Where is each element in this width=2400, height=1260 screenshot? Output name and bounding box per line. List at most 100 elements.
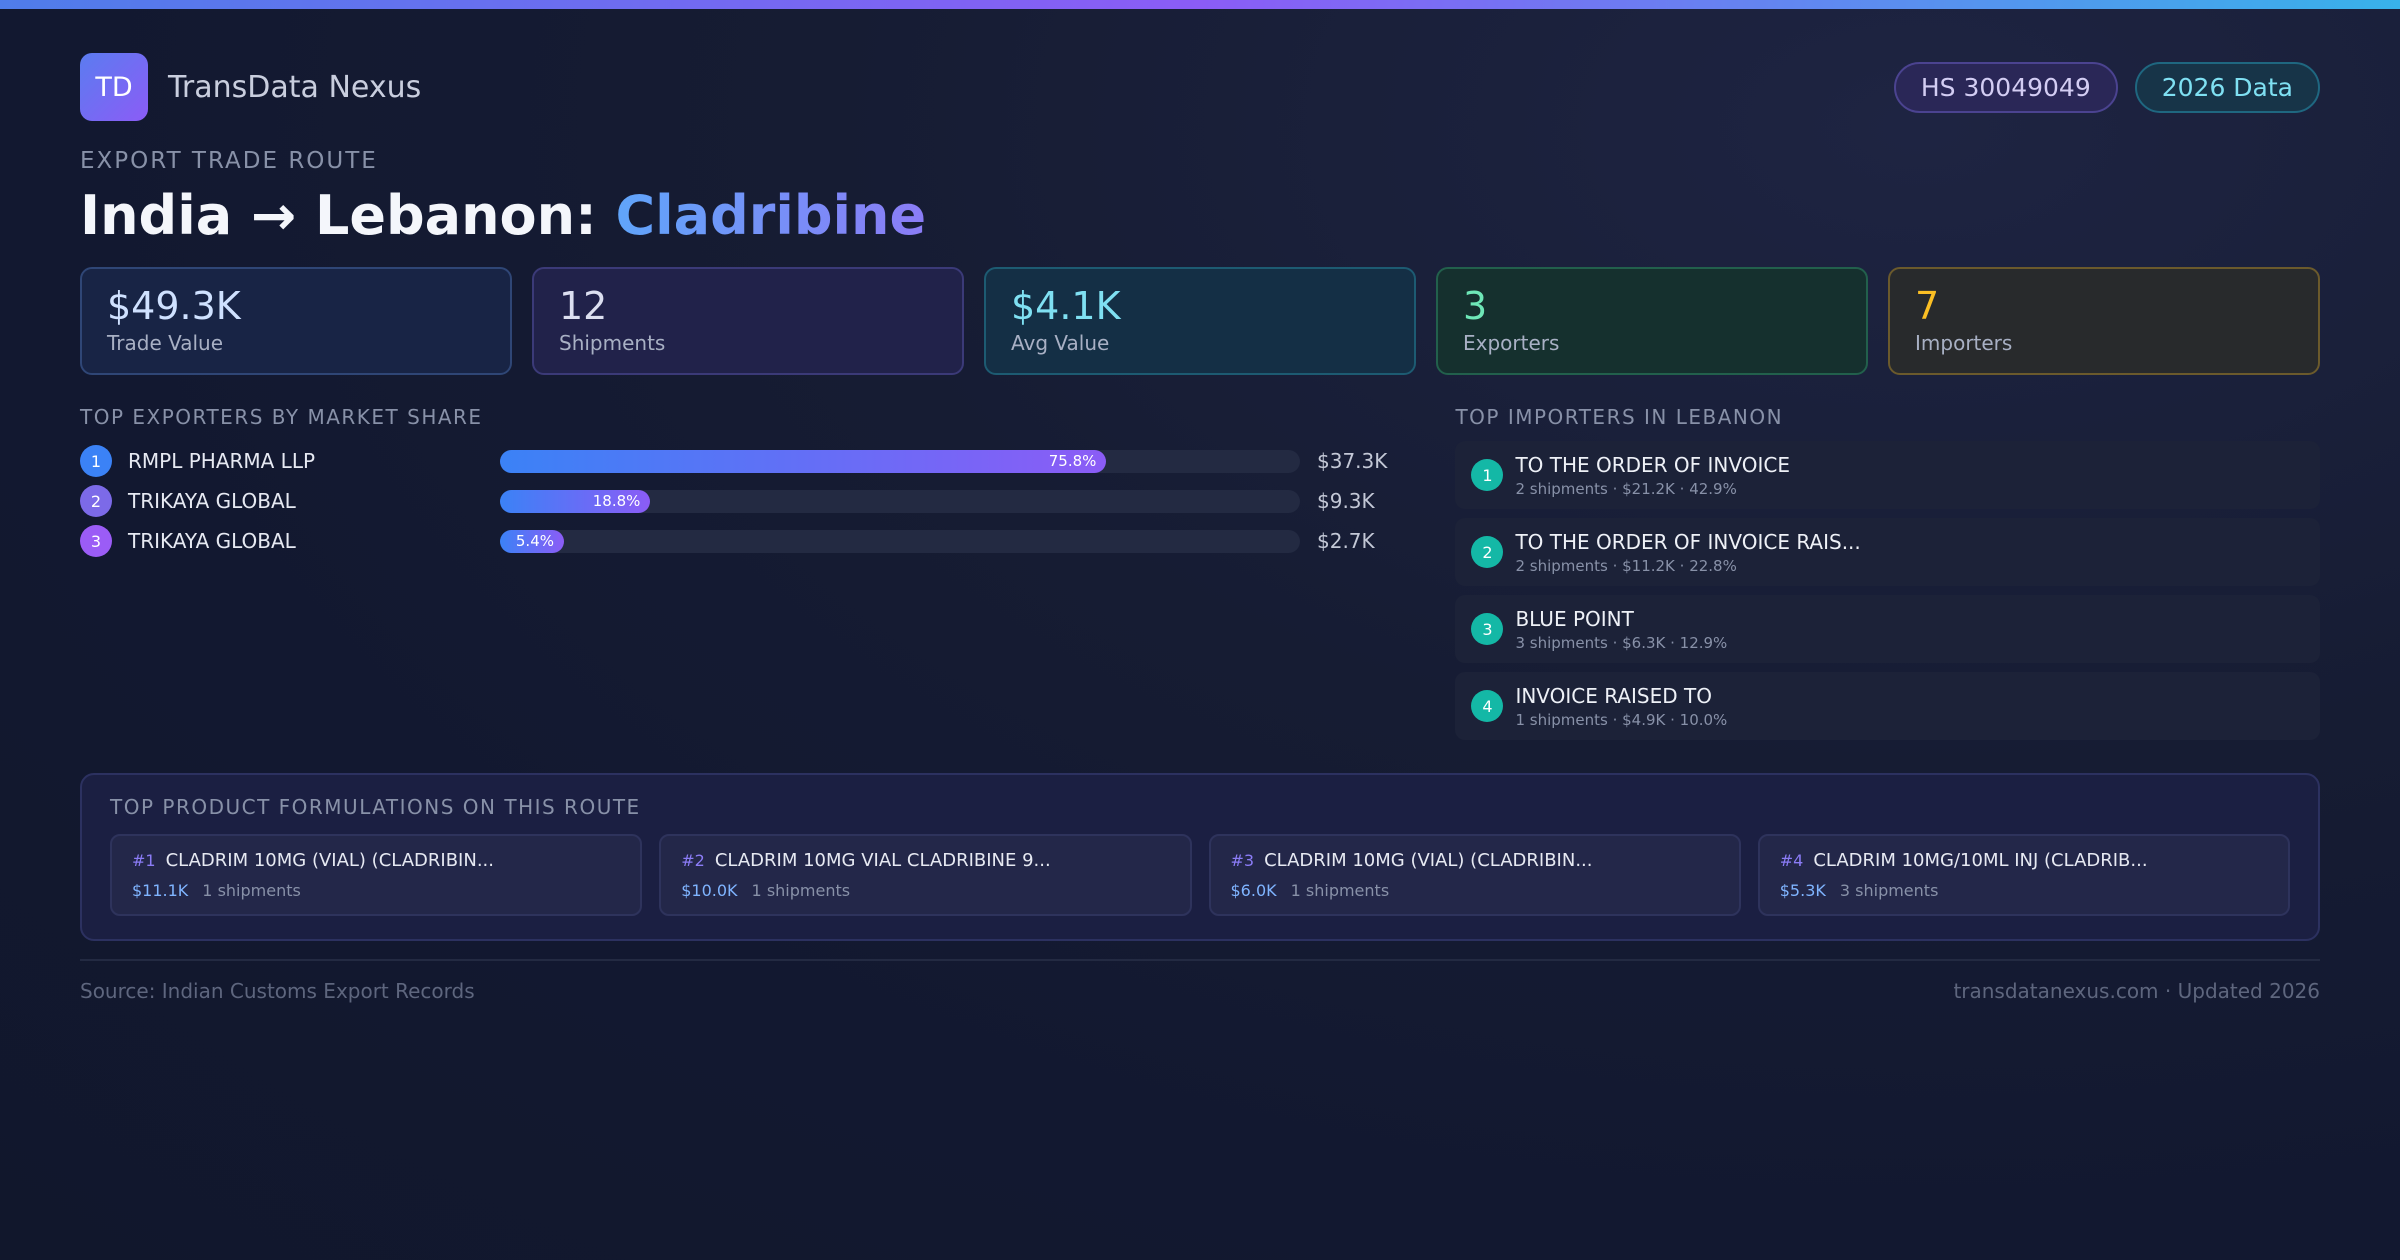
importer-name: BLUE POINT	[1515, 606, 1634, 631]
rank-badge: 1	[1471, 459, 1504, 491]
product-name: CLADRIM 10MG (VIAL) (CLADRIBIN...	[165, 850, 494, 871]
product-stats: $5.3K 3 shipments	[1780, 881, 2268, 900]
product-name: CLADRIM 10MG/10ML INJ (CLADRIB...	[1813, 850, 2148, 871]
header-badges: HS 30049049 2026 Data	[1893, 61, 2320, 113]
share-percent: 18.8%	[592, 491, 641, 510]
data-year-badge: 2026 Data	[2134, 61, 2320, 113]
importer-card[interactable]: 4 INVOICE RAISED TO 1 shipments · $4.9K …	[1455, 672, 2320, 740]
footer-site-link[interactable]: transdatanexus.com · Updated 2026	[1953, 979, 2320, 1003]
route-eyebrow: EXPORT TRADE ROUTE	[80, 148, 378, 174]
brand-name: TransData Nexus	[168, 69, 422, 105]
importer-card[interactable]: 2 TO THE ORDER OF INVOICE RAIS... 2 ship…	[1455, 518, 2320, 586]
footer: Source: Indian Customs Export Records tr…	[80, 979, 2320, 1003]
product-rank: #2	[681, 851, 705, 870]
importers-heading: TOP IMPORTERS IN LEBANON	[1455, 405, 1784, 429]
importers-list: 1 TO THE ORDER OF INVOICE 2 shipments · …	[1455, 441, 2320, 740]
product-name: CLADRIM 10MG VIAL CLADRIBINE 9...	[714, 850, 1051, 871]
stat-card-trade-value: $49.3K Trade Value	[80, 267, 512, 375]
importer-meta: 3 shipments · $6.3K · 12.9%	[1515, 633, 1728, 652]
importer-name: TO THE ORDER OF INVOICE RAIS...	[1515, 529, 1861, 554]
product-stats: $10.0K 1 shipments	[681, 881, 1169, 900]
importer-name: TO THE ORDER OF INVOICE	[1515, 452, 1790, 477]
stat-card-shipments: 12 Shipments	[532, 267, 964, 375]
stat-value: 12	[559, 284, 608, 328]
stat-label: Exporters	[1463, 331, 1560, 355]
brand-logo: TD	[80, 53, 148, 121]
product-value: $11.1K	[132, 881, 189, 900]
product-shipments: 1 shipments	[202, 881, 301, 900]
importer-text: TO THE ORDER OF INVOICE RAIS... 2 shipme…	[1515, 530, 1860, 575]
page-title: India → Lebanon: Cladribine	[80, 184, 2320, 247]
product-card[interactable]: #1 CLADRIM 10MG (VIAL) (CLADRIBIN... $11.…	[110, 834, 643, 916]
exporter-row[interactable]: 3 TRIKAYA GLOBAL 5.4% $2.7K	[80, 521, 1455, 561]
importer-card[interactable]: 1 TO THE ORDER OF INVOICE 2 shipments · …	[1455, 441, 2320, 509]
share-bar-track: 18.8%	[500, 489, 1300, 513]
product-stats: $6.0K 1 shipments	[1231, 881, 1719, 900]
share-percent: 75.8%	[1048, 451, 1097, 470]
product-shipments: 1 shipments	[751, 881, 851, 900]
share-percent: 5.4%	[515, 531, 554, 550]
share-bar-fill: 75.8%	[500, 449, 1107, 473]
exporters-heading: TOP EXPORTERS BY MARKET SHARE	[80, 405, 483, 429]
share-bar-fill: 18.8%	[500, 489, 651, 513]
rank-badge: 2	[80, 485, 112, 517]
stat-card-exporters: 3 Exporters	[1436, 267, 1868, 375]
importer-meta: 2 shipments · $11.2K · 22.8%	[1515, 556, 1737, 575]
importer-meta: 1 shipments · $4.9K · 10.0%	[1515, 710, 1728, 729]
importer-name: INVOICE RAISED TO	[1515, 683, 1712, 708]
product-card[interactable]: #4 CLADRIM 10MG/10ML INJ (CLADRIB... $5.3…	[1757, 834, 2290, 916]
product-value: $10.0K	[681, 881, 738, 900]
stat-label: Avg Value	[1011, 331, 1110, 355]
stats-row: $49.3K Trade Value 12 Shipments $4.1K Av…	[80, 267, 2320, 375]
stat-label: Trade Value	[107, 331, 224, 355]
stat-value: 3	[1463, 284, 1488, 328]
product-title: #2 CLADRIM 10MG VIAL CLADRIBINE 9...	[681, 850, 1169, 871]
importer-text: INVOICE RAISED TO 1 shipments · $4.9K · …	[1515, 684, 1727, 729]
product-name: CLADRIM 10MG (VIAL) (CLADRIBIN...	[1264, 850, 1593, 871]
exporters-list: 1 RMPL PHARMA LLP 75.8% $37.3K 2 TRIKAYA…	[80, 441, 1455, 561]
exporter-name: RMPL PHARMA LLP	[128, 449, 316, 473]
product-title: #4 CLADRIM 10MG/10ML INJ (CLADRIB...	[1780, 850, 2268, 871]
product-rank: #3	[1230, 851, 1255, 870]
products-list: #1 CLADRIM 10MG (VIAL) (CLADRIBIN... $11.…	[110, 834, 2290, 916]
stat-label: Shipments	[559, 331, 666, 355]
exporter-value: $2.7K	[1317, 529, 1375, 553]
brand[interactable]: TD TransData Nexus	[80, 53, 421, 121]
footer-divider	[80, 959, 2320, 961]
exporter-value: $9.3K	[1317, 489, 1375, 513]
stat-card-importers: 7 Importers	[1888, 267, 2320, 375]
share-bar-track: 5.4%	[500, 529, 1300, 553]
route-title-prefix: India → Lebanon:	[80, 184, 616, 247]
stat-value: $4.1K	[1011, 284, 1121, 328]
product-shipments: 1 shipments	[1290, 881, 1390, 900]
product-card[interactable]: #3 CLADRIM 10MG (VIAL) (CLADRIBIN... $6.0…	[1208, 834, 1741, 916]
importer-meta: 2 shipments · $21.2K · 42.9%	[1515, 479, 1737, 498]
share-bar-track: 75.8%	[500, 449, 1300, 473]
importer-card[interactable]: 3 BLUE POINT 3 shipments · $6.3K · 12.9%	[1455, 595, 2320, 663]
product-value: $5.3K	[1779, 881, 1826, 900]
importer-text: BLUE POINT 3 shipments · $6.3K · 12.9%	[1515, 607, 1727, 652]
rank-badge: 3	[1471, 613, 1504, 645]
route-product: Cladribine	[615, 184, 927, 247]
product-title: #1 CLADRIM 10MG (VIAL) (CLADRIBIN...	[132, 850, 620, 871]
rank-badge: 1	[80, 445, 112, 477]
exporter-row[interactable]: 1 RMPL PHARMA LLP 75.8% $37.3K	[80, 441, 1455, 481]
page-container: TD TransData Nexus HS 30049049 2026 Data…	[80, 53, 2320, 1003]
importer-text: TO THE ORDER OF INVOICE 2 shipments · $2…	[1515, 453, 1790, 498]
products-panel: TOP PRODUCT FORMULATIONS ON THIS ROUTE #…	[80, 773, 2320, 941]
exporter-name: TRIKAYA GLOBAL	[128, 529, 296, 553]
share-bar-fill: 5.4%	[500, 529, 564, 553]
stat-value: 7	[1915, 284, 1940, 328]
header: TD TransData Nexus HS 30049049 2026 Data	[80, 53, 2320, 121]
importers-section: TOP IMPORTERS IN LEBANON 1 TO THE ORDER …	[1455, 405, 2320, 740]
product-stats: $11.1K 1 shipments	[132, 881, 620, 900]
exporter-value: $37.3K	[1317, 449, 1388, 473]
main-content: TOP EXPORTERS BY MARKET SHARE 1 RMPL PHA…	[80, 405, 2320, 740]
product-card[interactable]: #2 CLADRIM 10MG VIAL CLADRIBINE 9... $10.…	[659, 834, 1192, 916]
hs-code-badge: HS 30049049	[1893, 61, 2118, 113]
product-rank: #1	[132, 851, 156, 870]
exporter-name: TRIKAYA GLOBAL	[128, 489, 296, 513]
product-shipments: 3 shipments	[1839, 881, 1939, 900]
exporter-row[interactable]: 2 TRIKAYA GLOBAL 18.8% $9.3K	[80, 481, 1455, 521]
rank-badge: 4	[1471, 690, 1504, 722]
